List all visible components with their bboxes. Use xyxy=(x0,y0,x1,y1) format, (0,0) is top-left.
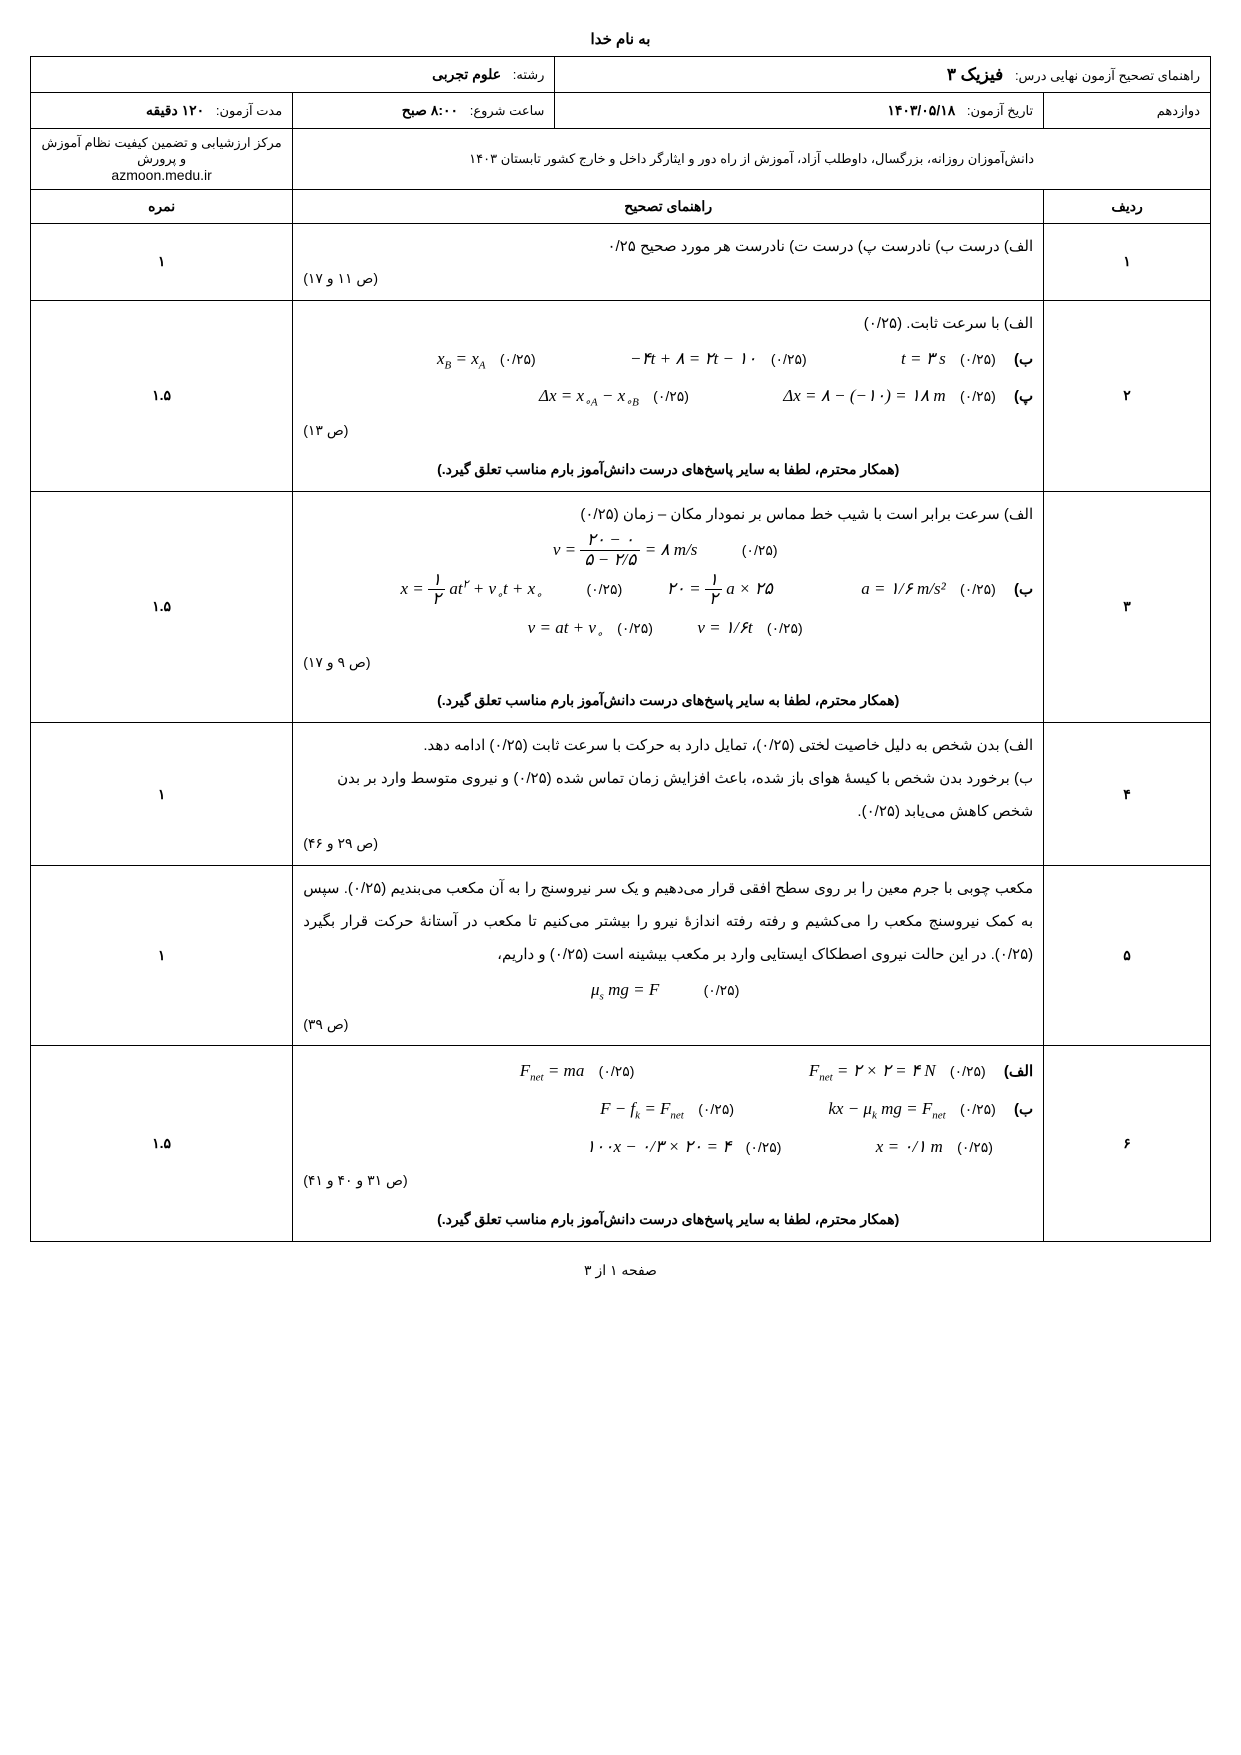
formula: xB = xA xyxy=(437,340,486,378)
formula: a = ۱/۶ m/s² xyxy=(861,570,945,607)
page-footer: صفحه ۱ از ۳ xyxy=(30,1262,1211,1279)
page-title: به نام خدا xyxy=(30,30,1211,48)
row-num: ۲ xyxy=(1044,300,1211,491)
score-tag: (۰/۲۵) xyxy=(950,1056,986,1087)
grader-note: (همکار محترم، لطفا به سایر پاسخ‌های درست… xyxy=(303,685,1033,716)
date-value: ۱۴۰۳/۰۵/۱۸ xyxy=(887,102,955,118)
score-tag: (۰/۲۵) xyxy=(771,344,807,375)
duration-label: مدت آزمون: xyxy=(216,103,282,118)
formula: v = ۲۰ − ۰۵ − ۲/۵ = ۸ m/s xyxy=(553,531,698,570)
course-label: راهنمای تصحیح آزمون نهایی درس: xyxy=(1015,68,1200,83)
duration-value: ۱۲۰ دقیقه xyxy=(146,102,204,118)
page-ref: (ص ۳۱ و ۴۰ و ۴۱) xyxy=(303,1165,1033,1196)
start-value: ۸:۰۰ صبح xyxy=(402,102,458,118)
answer-row: ۴ الف) بدن شخص به دلیل خاصیت لختی (۰/۲۵)… xyxy=(31,723,1211,866)
score-tag: (۰/۲۵) xyxy=(746,1132,782,1163)
guide-header: راهنمای تصحیح xyxy=(293,190,1044,224)
formula: Δx = ۸ − (−۱۰) = ۱۸ m xyxy=(783,377,945,414)
row-score: ۱ xyxy=(31,723,293,866)
answer-row: ۵ مکعب چوبی با جرم معین را بر روی سطح اف… xyxy=(31,866,1211,1046)
col-row-header: ردیف xyxy=(1044,190,1211,224)
formula: F − fk = Fnet xyxy=(600,1090,684,1128)
answer-line: ب) برخورد بدن شخص با کیسهٔ هوای باز شده،… xyxy=(303,762,1033,828)
formula: kx − μk mg = Fnet xyxy=(828,1090,945,1128)
row-num: ۱ xyxy=(1044,224,1211,301)
grade: دوازدهم xyxy=(1157,103,1200,118)
page-ref: (ص ۳۹) xyxy=(303,1009,1033,1040)
score-tag: (۰/۲۵) xyxy=(698,1094,734,1125)
col-score-header: نمره xyxy=(31,190,293,224)
row-score: ۱ xyxy=(31,224,293,301)
score-tag: (۰/۲۵) xyxy=(617,613,653,644)
score-tag: (۰/۲۵) xyxy=(586,574,622,605)
score-tag: (۰/۲۵) xyxy=(500,344,536,375)
formula: μs mg = F xyxy=(591,971,659,1009)
score-tag: (۰/۲۵) xyxy=(960,1094,996,1125)
answer-row: ۳ الف) سرعت برابر است با شیب خط مماس بر … xyxy=(31,491,1211,723)
answer-row: ۶ الف) (۰/۲۵) Fnet = ۲ × ۲ = ۴ N (۰/۲۵) … xyxy=(31,1046,1211,1241)
score-tag: (۰/۲۵) xyxy=(767,613,803,644)
formula: Δx = x∘A − x∘B xyxy=(539,377,639,415)
course-name: فیزیک ۳ xyxy=(947,65,1003,84)
score-tag: (۰/۲۵) xyxy=(957,1132,993,1163)
formula: Fnet = ma xyxy=(520,1052,585,1090)
formula: −۴t + ۸ = ۲t − ۱۰ xyxy=(630,340,757,377)
formula: v = ۱/۶t xyxy=(697,609,752,646)
score-tag: (۰/۲۵) xyxy=(653,381,689,412)
row-num: ۶ xyxy=(1044,1046,1211,1241)
row-num: ۳ xyxy=(1044,491,1211,723)
page-ref: (ص ۹ و ۱۷) xyxy=(303,647,1033,678)
part-b-label: ب) xyxy=(1014,343,1033,376)
date-label: تاریخ آزمون: xyxy=(967,103,1033,118)
formula: v = at + v∘ xyxy=(528,609,603,647)
row-num: ۵ xyxy=(1044,866,1211,1046)
part-c-label: پ) xyxy=(1014,380,1033,413)
score-tag: (۰/۲۵) xyxy=(704,975,740,1006)
formula: t = ۳ s xyxy=(901,340,946,377)
part-a-label: الف) xyxy=(1004,1055,1033,1088)
grader-note: (همکار محترم، لطفا به سایر پاسخ‌های درست… xyxy=(303,1204,1033,1235)
answer-line: الف) بدن شخص به دلیل خاصیت لختی (۰/۲۵)، … xyxy=(303,729,1033,762)
org: مرکز ارزشیابی و تضمین کیفیت نظام آموزش و… xyxy=(42,135,282,166)
row-num: ۴ xyxy=(1044,723,1211,866)
formula: ۲۰ = ۱۲ a × ۲۵ xyxy=(667,570,773,609)
answer-line: الف) سرعت برابر است با شیب خط مماس بر نم… xyxy=(303,498,1033,531)
answer-line: مکعب چوبی با جرم معین را بر روی سطح افقی… xyxy=(303,872,1033,971)
formula: Fnet = ۲ × ۲ = ۴ N xyxy=(809,1052,936,1090)
score-tag: (۰/۲۵) xyxy=(960,381,996,412)
score-tag: (۰/۲۵) xyxy=(742,535,778,566)
page-ref: (ص ۱۱ و ۱۷) xyxy=(303,263,1033,294)
formula: x = ۰/۱ m xyxy=(876,1128,943,1165)
score-tag: (۰/۲۵) xyxy=(960,344,996,375)
answer-row: ۲ الف) با سرعت ثابت. (۰/۲۵) ب) (۰/۲۵) t … xyxy=(31,300,1211,491)
row-score: ۱.۵ xyxy=(31,491,293,723)
start-label: ساعت شروع: xyxy=(470,103,545,118)
row-score: ۱ xyxy=(31,866,293,1046)
page-ref: (ص ۲۹ و ۴۶) xyxy=(303,828,1033,859)
subtitle: دانش‌آموزان روزانه، بزرگسال، داوطلب آزاد… xyxy=(293,129,1211,190)
field-name: علوم تجربی xyxy=(432,66,501,82)
row-score: ۱.۵ xyxy=(31,300,293,491)
page-ref: (ص ۱۳) xyxy=(303,415,1033,446)
score-tag: (۰/۲۵) xyxy=(599,1056,635,1087)
grader-note: (همکار محترم، لطفا به سایر پاسخ‌های درست… xyxy=(303,454,1033,485)
row-score: ۱.۵ xyxy=(31,1046,293,1241)
answer-line: الف) درست ب) نادرست پ) درست ت) نادرست هر… xyxy=(303,230,1033,263)
formula: x = ۱۲ at۲ + v∘t + x∘ xyxy=(400,570,542,609)
formula: ۱۰۰x − ۰/۳ × ۲۰ = ۴ xyxy=(586,1128,731,1165)
exam-table: راهنمای تصحیح آزمون نهایی درس: فیزیک ۳ ر… xyxy=(30,56,1211,1242)
answer-line: الف) با سرعت ثابت. (۰/۲۵) xyxy=(303,307,1033,340)
part-b-label: ب) xyxy=(1014,1093,1033,1126)
part-b-label: ب) xyxy=(1014,573,1033,606)
answer-row: ۱ الف) درست ب) نادرست پ) درست ت) نادرست … xyxy=(31,224,1211,301)
url: azmoon.medu.ir xyxy=(41,167,282,183)
field-label: رشته: xyxy=(513,67,545,82)
score-tag: (۰/۲۵) xyxy=(960,574,996,605)
